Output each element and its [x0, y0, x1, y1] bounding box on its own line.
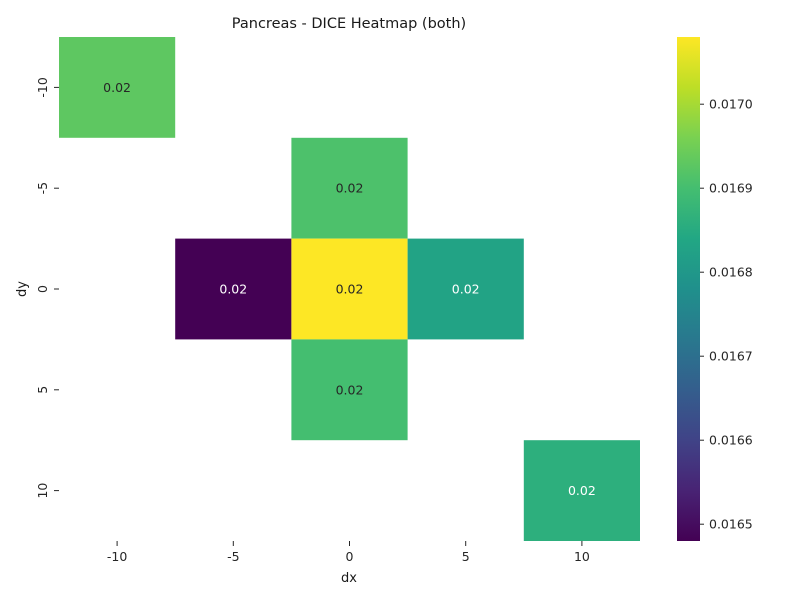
heatmap-cell	[175, 238, 292, 340]
y-tick-label: 10	[35, 483, 50, 499]
heatmap-cell	[291, 238, 408, 340]
y-tick-label: -5	[35, 182, 50, 194]
cell-value-label: 0.02	[103, 80, 131, 95]
y-tick-label: -10	[35, 77, 50, 97]
colorbar-tick-label: 0.0165	[709, 517, 753, 532]
cell-value-label: 0.02	[452, 282, 480, 297]
cell-value-label: 0.02	[336, 282, 364, 297]
y-tick-label: 0	[35, 285, 50, 293]
colorbar-tick-label: 0.0169	[709, 181, 753, 196]
heatmap-cell	[59, 37, 176, 138]
colorbar-tick-label: 0.0167	[709, 349, 753, 364]
x-tick-label: 5	[462, 549, 470, 564]
heatmap-cell	[523, 440, 640, 541]
y-axis: -10 -5 0 5 10	[35, 77, 59, 499]
y-tick-label: 5	[35, 386, 50, 394]
x-tick-label: 10	[574, 549, 590, 564]
colorbar-tick-label: 0.0168	[709, 265, 753, 280]
heatmap-cell	[291, 137, 408, 239]
cell-value-label: 0.02	[219, 282, 247, 297]
heatmap-cells: 0.02 0.02 0.02 0.02 0.02 0.02 0.02	[59, 37, 640, 541]
x-axis: -10 -5 0 5 10	[107, 541, 590, 564]
x-axis-label: dx	[341, 571, 357, 586]
cell-value-label: 0.02	[568, 483, 596, 498]
x-tick-label: -5	[227, 549, 239, 564]
colorbar-tick-label: 0.0170	[709, 97, 753, 112]
colorbar-tick-label: 0.0166	[709, 433, 753, 448]
colorbar-ticks: 0.0165 0.0166 0.0167 0.0168 0.0169 0.0170	[700, 97, 753, 532]
x-tick-label: -10	[107, 549, 127, 564]
heatmap-cell	[407, 238, 524, 340]
chart-title: Pancreas - DICE Heatmap (both)	[232, 16, 466, 32]
cell-value-label: 0.02	[336, 181, 364, 196]
x-tick-label: 0	[346, 549, 354, 564]
y-axis-label: dy	[15, 281, 30, 297]
colorbar	[677, 37, 700, 541]
heatmap-cell	[291, 339, 408, 441]
cell-value-label: 0.02	[336, 382, 364, 397]
